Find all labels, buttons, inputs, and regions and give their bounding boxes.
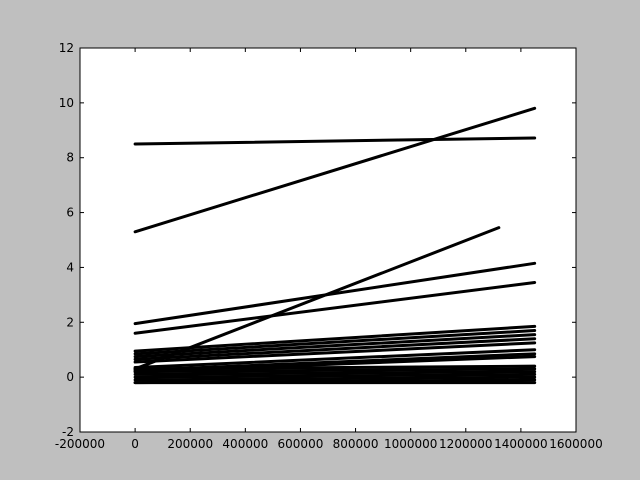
series-line-7	[133, 329, 537, 356]
series-layer	[133, 106, 537, 385]
series-line-10	[133, 341, 537, 364]
x-tick-label: 600000	[278, 437, 324, 451]
series-line-5	[133, 281, 537, 335]
series-line-3	[133, 226, 501, 371]
y-tick-label: -2	[62, 425, 74, 439]
tick-layer: -200000 0 200000 400000 600000 800000 1000000 1…	[55, 41, 603, 451]
series-line-15	[133, 367, 537, 374]
series-line-17	[133, 372, 537, 379]
series-line-16	[133, 370, 537, 376]
x-tick-label: -200000	[55, 437, 105, 451]
x-tick-label: 1400000	[494, 437, 547, 451]
series-line-2	[133, 106, 537, 234]
x-tick-label: 400000	[222, 437, 268, 451]
series-line-1	[133, 136, 537, 146]
series-line-6	[133, 324, 537, 353]
y-tick-label: 4	[66, 260, 74, 274]
y-tick-label: 12	[59, 41, 74, 55]
x-tick-label: 1000000	[384, 437, 437, 451]
x-tick-label: 800000	[333, 437, 379, 451]
x-tick-label: 1200000	[439, 437, 492, 451]
y-tick-label: 0	[66, 370, 74, 384]
y-tick-label: 2	[66, 315, 74, 329]
x-tick-label: 1600000	[549, 437, 602, 451]
plot-frame	[79, 47, 577, 433]
x-tick-label: 200000	[167, 437, 213, 451]
series-line-11	[133, 348, 537, 370]
y-tick-label: 10	[59, 96, 74, 110]
series-line-14	[133, 364, 537, 371]
series-line-9	[133, 337, 537, 361]
y-tick-label: 8	[66, 151, 74, 165]
series-line-8	[133, 333, 537, 359]
x-tick-label: 0	[131, 437, 139, 451]
y-tick-label: 6	[66, 206, 74, 220]
series-line-4	[133, 261, 537, 326]
series-line-18	[133, 375, 537, 382]
